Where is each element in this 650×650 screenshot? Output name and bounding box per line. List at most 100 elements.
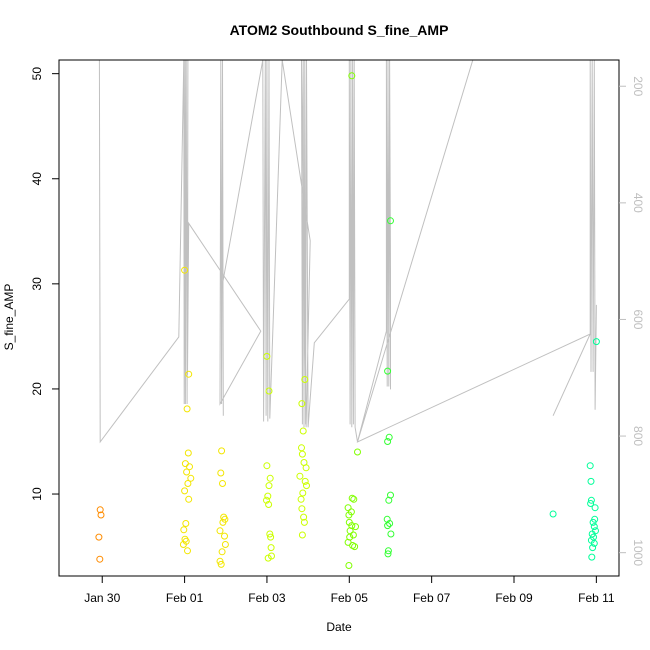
data-point [266, 530, 274, 538]
data-point [185, 495, 193, 503]
plot-border [58, 59, 620, 577]
data-point [348, 494, 356, 502]
y-axis: 10 20 30 40 50 [30, 67, 59, 501]
data-point [219, 518, 227, 526]
data-point [587, 500, 595, 507]
data-point [182, 520, 190, 527]
y2-tick-label: 600 [631, 309, 645, 329]
data-point [296, 472, 304, 480]
series-1 [179, 266, 229, 568]
data-point [303, 482, 310, 490]
data-point [590, 523, 598, 531]
data-point [587, 496, 595, 504]
data-point [587, 477, 595, 485]
data-point [298, 400, 306, 408]
data-point [350, 495, 358, 503]
data-point [216, 527, 224, 535]
data-point [219, 480, 226, 487]
y-tick-label: 10 [30, 487, 44, 501]
x-tick-label: Feb 01 [166, 591, 204, 605]
data-point [301, 376, 309, 383]
y2-tick-label: 400 [631, 193, 645, 213]
data-point [589, 518, 597, 526]
data-point [179, 541, 187, 548]
data-point [216, 557, 224, 565]
data-point [352, 523, 359, 531]
data-point [263, 462, 271, 470]
data-point [180, 526, 188, 534]
data-point [265, 482, 273, 490]
y-axis-label: S_fine_AMP [2, 284, 16, 351]
data-point [591, 504, 599, 512]
data-point [267, 533, 275, 541]
data-point [97, 511, 105, 519]
data-point [386, 520, 394, 527]
data-point [184, 547, 191, 555]
data-point [187, 474, 195, 482]
x-tick-label: Feb 09 [495, 591, 533, 605]
data-point [348, 72, 356, 80]
data-point [549, 510, 557, 518]
x-tick-label: Feb 07 [413, 591, 451, 605]
series-4 [549, 338, 600, 561]
y-tick-label: 40 [30, 172, 44, 186]
data-point [181, 487, 189, 495]
data-point [384, 438, 392, 445]
x-tick-label: Feb 11 [578, 591, 615, 605]
data-point [345, 511, 353, 519]
series-2 [263, 352, 310, 562]
data-point [264, 492, 272, 500]
data-point [354, 448, 361, 456]
y-tick-label: 50 [30, 67, 44, 81]
data-point [349, 531, 357, 539]
data-point [297, 495, 305, 503]
chart-title: ATOM2 Southbound S_fine_AMP [230, 22, 449, 38]
data-point [184, 480, 192, 487]
data-point [263, 496, 270, 504]
x-axis-label: Date [326, 620, 352, 634]
data-point [384, 522, 392, 530]
y-tick-label: 20 [30, 382, 44, 396]
data-point [384, 547, 392, 555]
data-point [299, 489, 307, 497]
data-point [301, 477, 309, 485]
data-point [263, 352, 271, 360]
data-point [266, 474, 274, 482]
data-point [588, 553, 596, 561]
data-point [387, 217, 394, 225]
data-point [183, 468, 191, 476]
x-tick-label: Feb 05 [331, 591, 369, 605]
data-point [298, 450, 306, 458]
data-point [384, 367, 392, 375]
data-point [589, 544, 597, 552]
y-tick-label: 30 [30, 277, 44, 291]
x-tick-label: Jan 30 [84, 591, 120, 605]
data-point [185, 370, 193, 378]
data-point [217, 560, 225, 568]
data-point [586, 462, 594, 470]
data-point [299, 427, 307, 435]
data-point [96, 506, 104, 514]
data-point [265, 387, 273, 395]
data-point [95, 533, 103, 541]
y2-axis: 200 400 600 800 1000 [619, 76, 645, 566]
x-tick-label: Feb 03 [248, 591, 286, 605]
data-point [96, 555, 104, 563]
data-point [267, 544, 275, 552]
data-point [385, 496, 393, 504]
data-point [351, 543, 359, 551]
data-point [302, 464, 310, 472]
y2-tick-label: 800 [631, 426, 645, 446]
data-point [265, 501, 273, 508]
data-point [384, 550, 392, 558]
data-point [186, 463, 193, 471]
series-3 [344, 72, 395, 569]
data-point [298, 531, 306, 539]
data-point [300, 513, 308, 521]
data-point [181, 266, 189, 274]
data-point [385, 433, 393, 441]
x-axis: Jan 30 Feb 01 Feb 03 Feb 05 Feb 07 Feb 09 Feb … [84, 576, 615, 605]
data-point [345, 562, 353, 569]
